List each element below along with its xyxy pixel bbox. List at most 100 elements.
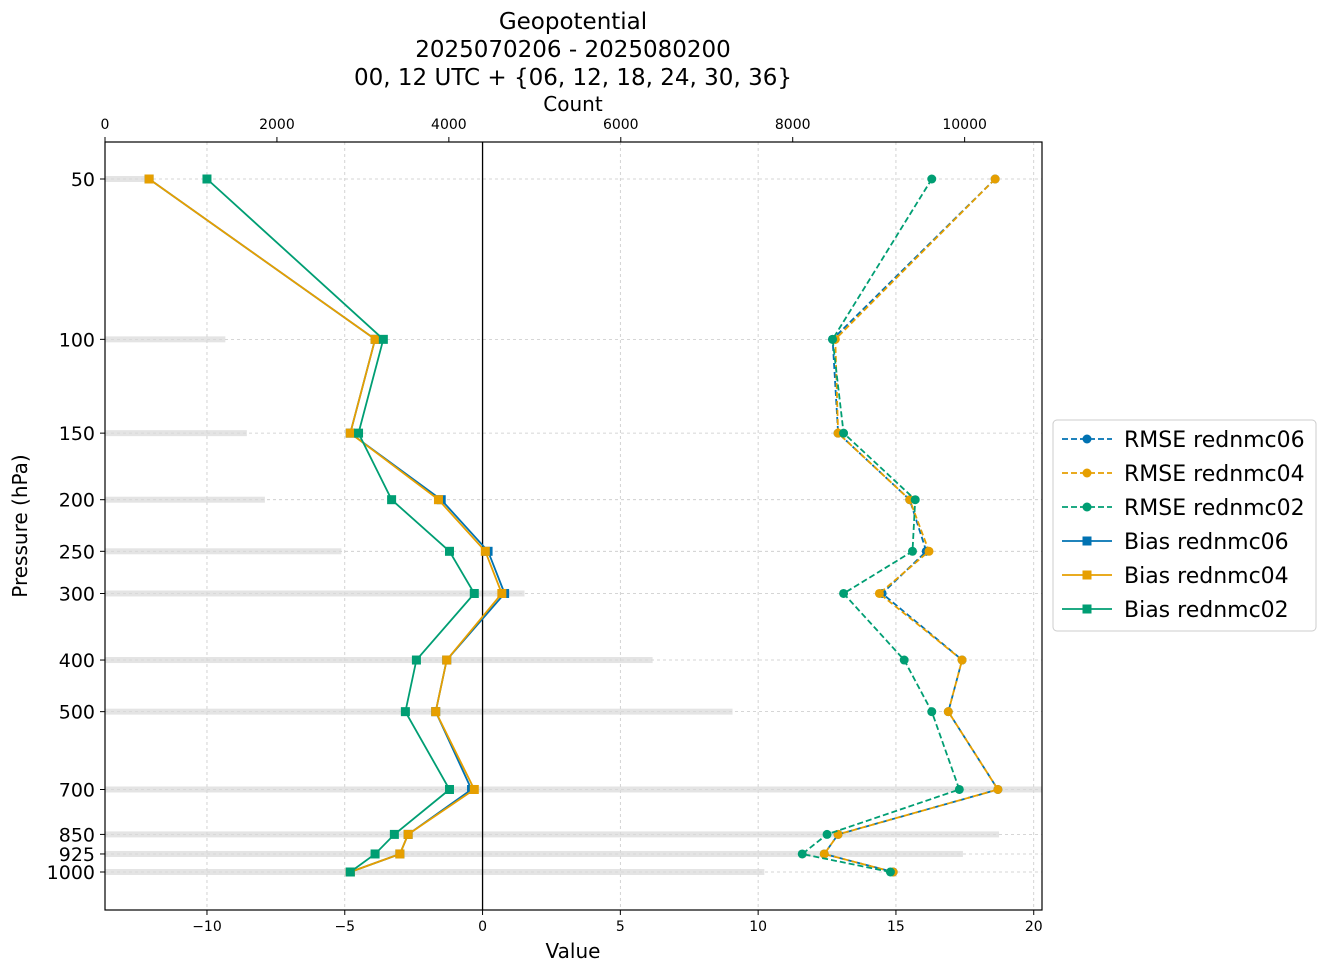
legend: RMSE rednmc06 RMSE rednmc04 RMSE rednmc02 B…	[1052, 419, 1317, 632]
data-point	[480, 546, 490, 556]
count-bar	[105, 850, 963, 857]
y-tick-label: 700	[59, 779, 95, 801]
count-tick-label: 8000	[775, 117, 811, 133]
data-point	[354, 428, 364, 438]
data-point	[469, 784, 479, 794]
legend-frame	[1052, 419, 1317, 632]
count-bar	[105, 590, 525, 597]
data-point	[828, 334, 838, 344]
series-rmse-rednmc02	[797, 174, 964, 877]
data-point	[431, 707, 441, 717]
x-tick-label: 20	[1025, 919, 1043, 935]
legend-label: RMSE rednmc04	[1124, 462, 1305, 487]
legend-entry: Bias rednmc06	[1062, 530, 1289, 555]
y-tick-label: 300	[59, 583, 95, 605]
count-bar	[105, 869, 765, 875]
data-point	[469, 588, 479, 598]
legend-entry: RMSE rednmc02	[1062, 496, 1305, 521]
data-point	[954, 784, 964, 794]
legend-entry: RMSE rednmc06	[1062, 428, 1305, 453]
legend-entry: RMSE rednmc04	[1062, 462, 1305, 487]
data-point	[403, 829, 413, 839]
count-bar	[105, 786, 1042, 793]
data-point	[957, 655, 967, 665]
data-point	[370, 334, 380, 344]
legend-label: Bias rednmc04	[1124, 564, 1289, 589]
chart-title-line-3: 00, 12 UTC + {06, 12, 18, 24, 30, 36}	[354, 65, 792, 91]
y-tick-label: 400	[59, 650, 95, 672]
x-tick-label: 0	[478, 919, 487, 935]
data-point	[442, 655, 452, 665]
legend-entry: Bias rednmc02	[1062, 598, 1289, 623]
series-lines	[144, 174, 1003, 877]
data-point	[370, 849, 380, 859]
x-tick-label: −5	[334, 919, 355, 935]
data-point	[839, 428, 849, 438]
count-bar	[105, 430, 247, 437]
chart-title-line-2: 2025070206 - 2025080200	[415, 37, 731, 63]
series-bias-rednmc02	[202, 174, 479, 877]
x-tick-label: 15	[887, 919, 905, 935]
data-point	[874, 588, 884, 598]
bottom-x-axis: −10 −5 0 5 10 15 20	[192, 910, 1043, 935]
data-point	[993, 784, 1003, 794]
data-point	[927, 707, 937, 717]
count-bar	[105, 336, 226, 343]
legend-swatch-marker	[1082, 502, 1092, 512]
series-line	[800, 178, 961, 873]
data-point	[444, 784, 454, 794]
y-tick-label: 150	[59, 423, 95, 445]
x-tick-label: −10	[192, 919, 222, 935]
data-point	[943, 707, 953, 717]
data-point	[990, 174, 1000, 184]
count-bar	[105, 496, 265, 503]
count-tick-label: 6000	[603, 117, 639, 133]
top-count-axis: 0 2000 4000 6000 8000 10000	[101, 117, 987, 142]
legend-label: RMSE rednmc06	[1124, 428, 1305, 453]
data-point	[899, 655, 909, 665]
data-point	[839, 588, 849, 598]
data-point	[444, 546, 454, 556]
data-point	[822, 829, 832, 839]
count-tick-label: 4000	[431, 117, 467, 133]
y-tick-label: 50	[71, 169, 95, 191]
top-axis-title: Count	[543, 92, 603, 116]
legend-swatch-marker	[1082, 434, 1092, 444]
data-point	[411, 655, 421, 665]
count-bar	[105, 831, 1000, 838]
y-tick-label: 1000	[47, 862, 95, 884]
legend-swatch-marker	[1082, 468, 1092, 478]
y-tick-label: 200	[59, 490, 95, 512]
data-point	[395, 849, 405, 859]
data-point	[387, 495, 397, 505]
data-point	[400, 707, 410, 717]
count-bars	[105, 176, 1042, 875]
data-point	[202, 174, 212, 184]
count-bar	[105, 657, 653, 664]
y-tick-label: 100	[59, 329, 95, 351]
legend-label: RMSE rednmc02	[1124, 496, 1305, 521]
count-bar	[105, 176, 147, 182]
y-axis-title: Pressure (hPa)	[8, 454, 32, 597]
count-bar	[105, 548, 342, 555]
count-tick-label: 2000	[259, 117, 295, 133]
legend-swatch-marker	[1082, 604, 1092, 614]
data-point	[819, 849, 829, 859]
data-point	[378, 334, 388, 344]
y-tick-label: 850	[59, 824, 95, 846]
count-bar	[105, 708, 733, 715]
data-point	[345, 867, 355, 877]
data-point	[910, 495, 920, 505]
data-point	[345, 428, 355, 438]
x-tick-label: 10	[749, 919, 767, 935]
count-tick-label: 0	[101, 117, 110, 133]
data-point	[389, 829, 399, 839]
data-point	[497, 588, 507, 598]
y-tick-label: 500	[59, 702, 95, 724]
y-tick-label: 925	[59, 844, 95, 866]
legend-label: Bias rednmc06	[1124, 530, 1289, 555]
data-point	[907, 546, 917, 556]
chart-title-line-1: Geopotential	[499, 9, 647, 35]
